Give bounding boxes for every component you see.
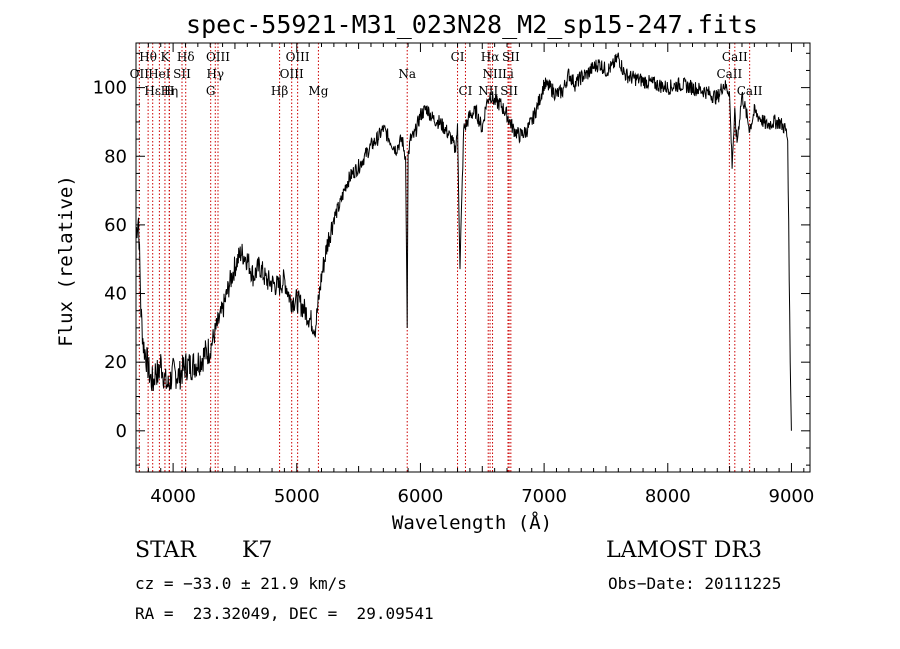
line-label-4: OIII <box>286 50 310 64</box>
x-axis-label: Wavelength (Å) <box>392 511 552 534</box>
line-label-12: Hγ <box>206 67 224 81</box>
y-tick-label-1: 20 <box>104 352 127 373</box>
object-class: STAR <box>135 538 196 563</box>
x-tick-label-3: 7000 <box>521 486 567 507</box>
line-label-19: Hη <box>161 84 179 98</box>
line-label-9: OII <box>130 67 150 81</box>
survey-name: LAMOST DR3 <box>606 538 762 563</box>
line-label-15: NII <box>483 67 503 81</box>
line-label-6: Hα <box>481 50 500 64</box>
x-tick-label-1: 5000 <box>274 486 320 507</box>
spectrum-chart: spec-55921-M31_023N28_M2_sp15-247.fits H… <box>55 10 815 534</box>
line-label-1: K <box>160 50 170 64</box>
line-label-5: CI <box>451 50 465 64</box>
ra-dec-coordinates: RA = 23.32049, DEC = 29.09541 <box>135 604 434 623</box>
object-subclass: K7 <box>242 538 273 563</box>
line-label-7: SII <box>502 50 520 64</box>
line-label-26: SII <box>500 84 518 98</box>
line-label-0: Hθ <box>139 50 157 64</box>
plot-frame <box>135 42 811 473</box>
x-tick-label-0: 4000 <box>150 486 196 507</box>
y-tick-label-2: 40 <box>104 284 127 305</box>
redshift-velocity: cz = −33.0 ± 21.9 km/s <box>135 574 347 593</box>
line-label-24: CI <box>458 84 472 98</box>
x-tick-label-5: 9000 <box>769 486 815 507</box>
line-label-21: G <box>206 84 216 98</box>
y-axis-label: Flux (relative) <box>55 175 77 347</box>
line-label-27: CaII <box>737 84 763 98</box>
line-label-11: SII <box>173 67 191 81</box>
line-label-8: CaII <box>722 50 748 64</box>
line-markers <box>138 43 751 472</box>
x-axis-ticks: 4000 5000 6000 7000 8000 9000 <box>147 43 815 507</box>
y-axis-ticks: 0 20 40 60 80 100 <box>93 52 810 466</box>
line-label-14: Na <box>398 67 416 81</box>
y-tick-label-4: 80 <box>104 146 127 167</box>
line-label-25: NII <box>478 84 498 98</box>
line-label-10: HeI <box>148 67 171 81</box>
line-label-22: Hβ <box>271 84 288 98</box>
spectrum-line <box>135 52 792 431</box>
line-label-20: H <box>164 84 174 98</box>
observation-date: Obs−Date: 20111225 <box>608 574 782 593</box>
line-label-3: OIII <box>206 50 230 64</box>
y-tick-label-0: 0 <box>116 421 127 442</box>
line-label-2: Hδ <box>177 50 195 64</box>
x-tick-label-2: 6000 <box>398 486 444 507</box>
line-label-13: OIII <box>280 67 304 81</box>
y-tick-label-3: 60 <box>104 215 127 236</box>
y-tick-label-5: 100 <box>93 78 127 99</box>
line-label-16: Li <box>502 67 514 81</box>
line-label-23: Mg <box>308 84 328 98</box>
chart-title: spec-55921-M31_023N28_M2_sp15-247.fits <box>186 10 758 39</box>
line-label-18: Hε <box>144 84 161 98</box>
line-label-17: CaII <box>716 67 742 81</box>
x-tick-label-4: 8000 <box>645 486 691 507</box>
